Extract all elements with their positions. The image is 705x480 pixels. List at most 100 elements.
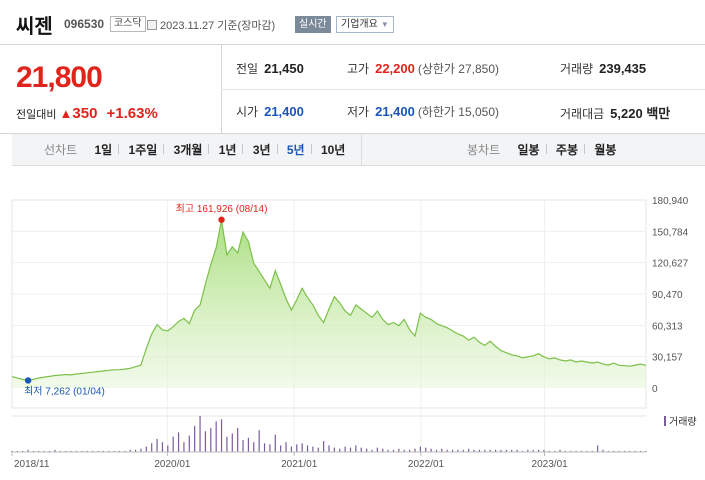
volume-bar [75,450,78,452]
volume-bar [586,450,588,452]
x-tick-label: 2023/01 [532,459,569,470]
tab-1d[interactable]: 1일 [94,143,113,157]
high-label: 고가 [347,62,370,76]
volume-bar [430,448,432,452]
volume-bar [371,449,373,452]
chart-period-tabs: 선차트 1일 1주일 3개월 1년 3년 5년 10년 봉차트 일봉 주봉 월봉 [12,134,705,166]
volume-bar [441,448,443,452]
divider [545,144,547,154]
volume-bar [419,446,421,452]
open-label: 시가 [236,105,259,119]
x-tick-label: 2020/01 [154,459,191,470]
tab-weekly[interactable]: 주봉 [555,143,578,157]
volume-bar [263,443,266,452]
volume-bar [494,449,497,452]
open-price: 시가 21,400 [236,103,304,120]
volume-bar [215,421,217,452]
volume-bar [220,419,223,452]
volume-bar [161,442,164,452]
stock-name: 씨젠 [16,16,53,38]
volume-bar [145,446,147,452]
amount-value: 5,220 백만 [610,106,671,121]
date-text: 2023.11.27 기준(장마감) [160,20,276,32]
lower-limit: (하한가 15,050) [417,105,500,119]
tab-3m[interactable]: 3개월 [173,143,203,157]
volume-bar [32,450,35,452]
prev-close: 전일 21,450 [236,60,304,77]
tab-5y[interactable]: 5년 [286,143,305,157]
prev-close-label: 전일 [236,62,259,76]
volume-bar [188,435,190,452]
volume-bar [231,433,233,452]
x-tick-label: 2021/01 [281,459,318,470]
volume-bar [500,449,502,452]
volume-bar [532,449,534,452]
change-line: 전일대비 ▲350 +1.63% [16,105,158,122]
y-tick-label: 60,313 [652,321,683,332]
volume-bar [134,449,137,452]
volume-bar [43,450,45,452]
volume-bar [591,450,593,452]
volume-bar [274,434,276,452]
divider [208,144,210,154]
volume-bar [414,448,416,452]
volume-bar [376,447,378,452]
company-info-dropdown[interactable]: 기업개요 ▼ [336,16,394,33]
volume-bar [554,450,556,452]
trade-amount: 거래대금 5,220 백만 [560,103,670,122]
divider [584,144,585,154]
low-value: 21,400 [375,104,415,119]
volume-bar [280,445,282,452]
volume-bar [102,450,104,452]
tab-monthly[interactable]: 월봉 [594,143,617,157]
volume-bar [124,450,126,452]
open-value: 21,400 [264,104,304,119]
volume-bar [478,449,481,452]
volume-bar [210,428,212,452]
volume-bar [156,438,158,452]
volume-bar [177,432,180,452]
volume-legend: 거래량 [664,413,697,428]
volume-bar [27,449,29,452]
y-tick-label: 90,470 [652,290,683,301]
volume-bar [70,450,72,452]
price-line [11,219,647,382]
volume-bar [468,448,470,452]
tab-1y[interactable]: 1년 [218,143,237,157]
tab-daily[interactable]: 일봉 [517,143,540,157]
volume-bar [344,446,346,452]
divider [276,144,278,154]
volume-bar [516,449,518,452]
volume-bar [54,449,56,452]
volume-bar [451,449,454,452]
volume-bar [355,445,357,452]
tab-10y[interactable]: 10년 [320,143,346,157]
price-chart[interactable]: 180,940 150,784 120,627 90,470 60,313 30,157 0… [0,166,705,480]
volume-bar [59,450,61,452]
y-tick-label: 180,940 [652,196,689,207]
volume-bar [301,443,303,452]
tab-1w[interactable]: 1주일 [128,143,158,157]
y-tick-label: 30,157 [652,353,683,364]
volume-bar [247,437,250,452]
current-price: 21,800 [16,61,103,94]
volume-bar [306,445,309,452]
min-price-label: 최저 7,262 (01/04) [24,385,105,397]
realtime-button[interactable]: 실시간 [295,16,331,33]
change-value: 350 [72,105,98,122]
min-point-marker [24,377,32,384]
amount-label: 거래대금 [560,107,605,121]
candle-chart-tabs: 봉차트 일봉 주봉 월봉 [467,141,616,158]
volume-bar [81,450,83,452]
volume-bar [623,450,626,452]
volume-bar [366,448,368,452]
volume-bar [194,425,196,452]
tab-3y[interactable]: 3년 [252,143,271,157]
volume-bar [462,449,464,452]
volume-bar [172,436,174,452]
volume-bar [16,450,18,452]
volume-bar [11,450,13,452]
volume-bar [237,428,239,452]
volume-bar [408,449,411,452]
volume-bar [167,445,169,452]
